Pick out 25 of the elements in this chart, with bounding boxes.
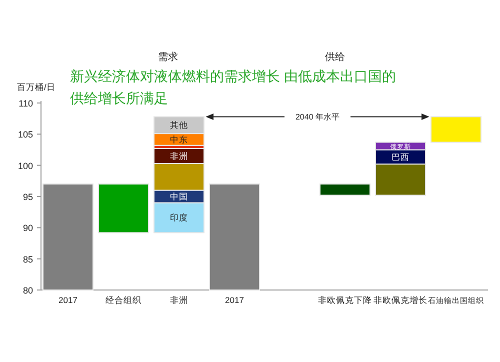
text: 供给 <box>325 51 345 63</box>
x-tick-label: 非洲 <box>170 295 188 305</box>
x-tick-label: 2017 <box>225 295 244 305</box>
x-tick-label: 非欧佩克增长 <box>374 295 428 305</box>
series-label: 中东 <box>170 134 188 144</box>
series-label: 其他 <box>170 120 188 130</box>
series-label: 巴西 <box>392 152 410 162</box>
x-tick-label: 经合组织 <box>106 295 142 305</box>
series-label: 印度 <box>170 212 188 223</box>
text: 需求 <box>158 51 178 63</box>
series-label: 非洲 <box>170 150 188 161</box>
y-tick-label: 110 <box>18 98 33 108</box>
ref-line: 2040 年水平 <box>206 112 428 122</box>
x-tick-label: 2017 <box>58 295 78 305</box>
y-tick-label: 90 <box>22 223 33 234</box>
chart-title: 新兴经济体对液体燃料的需求增长 由低成本出口国的供给增长所满足 <box>70 68 396 106</box>
series-label: 中国 <box>170 192 188 202</box>
ref-line-label: 2040 年水平 <box>295 112 340 122</box>
y-tick-label: 95 <box>22 192 33 202</box>
y-tick-label: 80 <box>22 286 33 296</box>
y-tick-label: 105 <box>18 130 33 140</box>
y-tick-label: 85 <box>22 254 33 264</box>
y-axis-title: 百万桶/日 <box>17 82 56 92</box>
x-tick-label: 非欧佩克下降 <box>318 295 372 305</box>
y-tick-label: 100 <box>18 160 33 171</box>
